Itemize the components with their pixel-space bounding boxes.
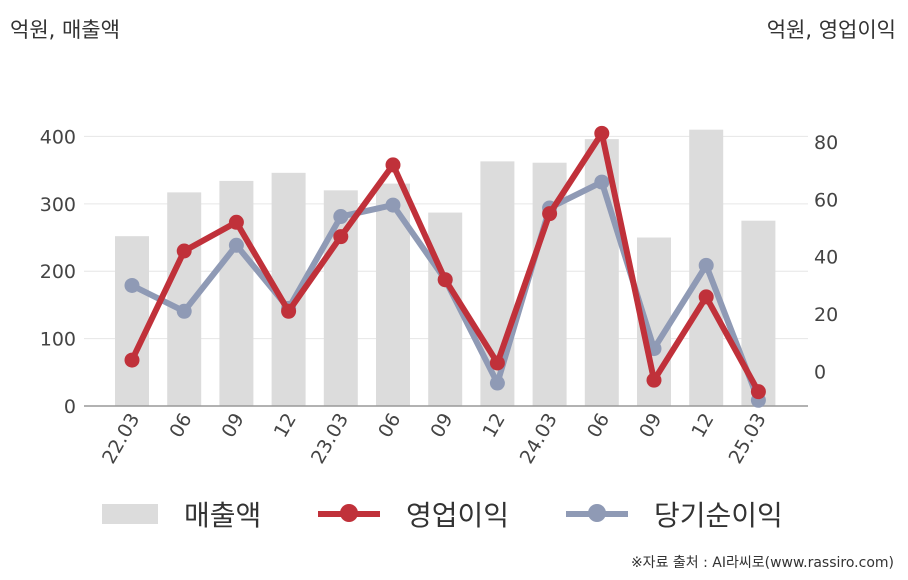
legend-item-net-income: 당기순이익 (566, 492, 783, 536)
revenue-bar (323, 190, 358, 406)
net-income-point (333, 209, 349, 225)
right-axis-unit: 억원, 영업이익 (766, 18, 896, 42)
legend-label-revenue: 매출액 (184, 499, 262, 532)
legend-swatch-operating-profit (318, 504, 380, 524)
legend-item-operating-profit: 영업이익 (318, 492, 509, 536)
x-tick-label: 12 (479, 410, 510, 442)
x-tick-label: 06 (374, 410, 405, 442)
operating-profit-point (333, 229, 349, 245)
legend: 매출액 영업이익 당기순이익 (0, 492, 908, 536)
legend-item-revenue: 매출액 (102, 492, 261, 536)
operating-profit-point (594, 125, 610, 141)
right-tick-label: 40 (814, 247, 838, 269)
operating-profit-point (698, 289, 714, 305)
right-tick-label: 60 (814, 189, 838, 211)
x-tick-label: 25.03 (724, 410, 770, 468)
x-tick-label: 12 (270, 410, 301, 442)
operating-profit-point (750, 384, 766, 400)
right-tick-label: 20 (814, 304, 838, 326)
net-income-point (228, 237, 244, 253)
line-series (124, 125, 766, 408)
left-axis-unit: 억원, 매출액 (10, 18, 120, 42)
revenue-bar (219, 180, 254, 406)
left-tick-label: 0 (64, 396, 76, 418)
revenue-bars (115, 129, 776, 406)
x-tick-label: 06 (583, 410, 614, 442)
x-tick-label: 24.03 (516, 410, 562, 468)
net-income-point (124, 277, 140, 293)
legend-label-net-income: 당기순이익 (654, 499, 783, 532)
x-tick-label: 06 (165, 410, 196, 442)
net-income-point (176, 303, 192, 319)
x-tick-label: 22.03 (98, 410, 144, 468)
operating-profit-point (437, 272, 453, 288)
net-income-point (594, 174, 610, 190)
left-tick-label: 200 (40, 261, 76, 283)
legend-swatch-net-income (566, 504, 628, 524)
left-tick-label: 400 (40, 126, 76, 148)
operating-profit-point (489, 355, 505, 371)
x-axis-ticks: 22.03 06 09 12 23.03 06 09 12 24.03 06 09 12 25.03 (98, 410, 771, 468)
left-tick-label: 100 (40, 329, 76, 351)
net-income-point (698, 257, 714, 273)
operating-profit-point (281, 303, 297, 319)
revenue-bar (428, 212, 463, 406)
x-tick-label: 12 (687, 410, 718, 442)
right-axis-ticks: 0 20 40 60 80 (814, 132, 838, 384)
right-tick-label: 80 (814, 132, 838, 154)
operating-profit-point (646, 372, 662, 388)
legend-swatch-revenue (102, 504, 158, 524)
net-income-point (385, 197, 401, 213)
left-tick-label: 300 (40, 194, 76, 216)
right-tick-label: 0 (814, 362, 826, 384)
x-tick-label: 09 (426, 410, 457, 442)
x-tick-label: 09 (635, 410, 666, 442)
operating-profit-point (542, 206, 558, 222)
revenue-bar (115, 236, 149, 406)
revenue-bar (741, 220, 776, 406)
operating-profit-point (385, 157, 401, 173)
x-tick-label: 23.03 (307, 410, 353, 468)
net-income-point (489, 375, 505, 391)
source-credit: ※자료 출처 : AI라씨로(www.rassiro.com) (630, 555, 894, 571)
left-axis-ticks: 0 100 200 300 400 (40, 126, 76, 418)
legend-label-operating-profit: 영업이익 (406, 499, 510, 532)
x-tick-label: 09 (218, 410, 249, 442)
operating-profit-point (228, 214, 244, 230)
operating-profit-point (176, 243, 192, 259)
operating-profit-point (124, 352, 140, 368)
